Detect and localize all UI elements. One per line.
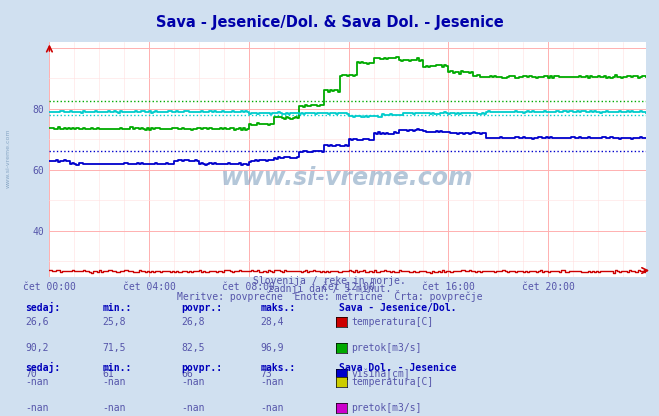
Text: -nan: -nan xyxy=(260,377,284,387)
Text: -nan: -nan xyxy=(25,403,49,413)
Text: 61: 61 xyxy=(102,369,114,379)
Text: 73: 73 xyxy=(260,369,272,379)
Text: www.si-vreme.com: www.si-vreme.com xyxy=(221,166,474,190)
Text: sedaj:: sedaj: xyxy=(25,302,60,313)
Text: povpr.:: povpr.: xyxy=(181,303,222,313)
Text: povpr.:: povpr.: xyxy=(181,363,222,373)
Text: Sava Dol. - Jesenice: Sava Dol. - Jesenice xyxy=(339,363,457,373)
Text: temperatura[C]: temperatura[C] xyxy=(351,317,434,327)
Text: Meritve: povprečne  Enote: metrične  Črta: povprečje: Meritve: povprečne Enote: metrične Črta:… xyxy=(177,290,482,302)
Text: Sava - Jesenice/Dol. & Sava Dol. - Jesenice: Sava - Jesenice/Dol. & Sava Dol. - Jesen… xyxy=(156,15,503,30)
Text: min.:: min.: xyxy=(102,363,132,373)
Text: 71,5: 71,5 xyxy=(102,343,126,353)
Text: 82,5: 82,5 xyxy=(181,343,205,353)
Text: -nan: -nan xyxy=(181,377,205,387)
Text: min.:: min.: xyxy=(102,303,132,313)
Text: 28,4: 28,4 xyxy=(260,317,284,327)
Text: -nan: -nan xyxy=(25,377,49,387)
Text: www.si-vreme.com: www.si-vreme.com xyxy=(5,128,11,188)
Text: sedaj:: sedaj: xyxy=(25,362,60,373)
Text: Slovenija / reke in morje.: Slovenija / reke in morje. xyxy=(253,276,406,286)
Text: zadnji dan / 5 minut.: zadnji dan / 5 minut. xyxy=(268,284,391,294)
Text: -nan: -nan xyxy=(102,403,126,413)
Text: -nan: -nan xyxy=(181,403,205,413)
Text: višina[cm]: višina[cm] xyxy=(351,369,410,379)
Text: 26,6: 26,6 xyxy=(25,317,49,327)
Text: 70: 70 xyxy=(25,369,37,379)
Text: 96,9: 96,9 xyxy=(260,343,284,353)
Text: pretok[m3/s]: pretok[m3/s] xyxy=(351,343,422,353)
Text: 26,8: 26,8 xyxy=(181,317,205,327)
Text: 90,2: 90,2 xyxy=(25,343,49,353)
Text: temperatura[C]: temperatura[C] xyxy=(351,377,434,387)
Text: pretok[m3/s]: pretok[m3/s] xyxy=(351,403,422,413)
Text: 25,8: 25,8 xyxy=(102,317,126,327)
Text: -nan: -nan xyxy=(260,403,284,413)
Text: -nan: -nan xyxy=(102,377,126,387)
Text: Sava - Jesenice/Dol.: Sava - Jesenice/Dol. xyxy=(339,303,457,313)
Text: 66: 66 xyxy=(181,369,193,379)
Text: maks.:: maks.: xyxy=(260,363,295,373)
Text: maks.:: maks.: xyxy=(260,303,295,313)
